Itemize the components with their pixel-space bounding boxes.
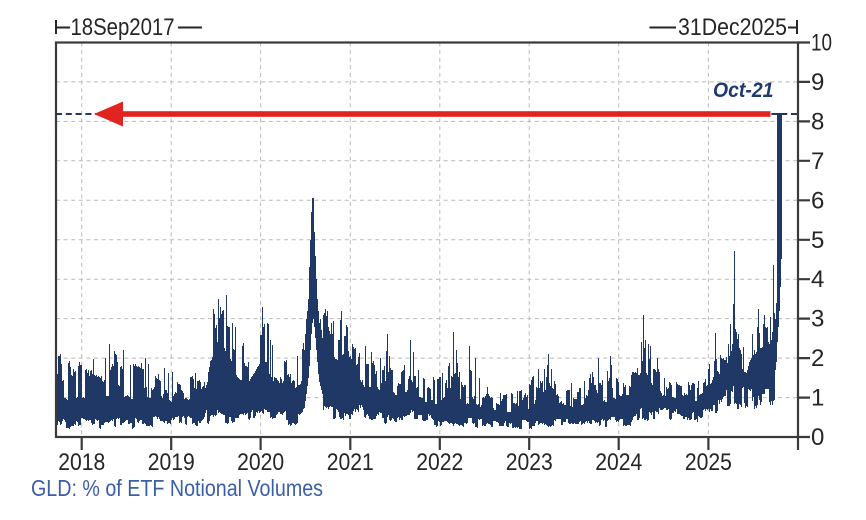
svg-text:7: 7	[811, 148, 824, 175]
svg-text:2018: 2018	[58, 449, 105, 476]
svg-text:5: 5	[811, 227, 824, 254]
svg-text:9: 9	[811, 69, 824, 96]
svg-text:18Sep2017: 18Sep2017	[71, 14, 175, 41]
svg-text:2: 2	[811, 345, 824, 372]
svg-text:2021: 2021	[327, 449, 374, 476]
svg-text:Oct-21: Oct-21	[713, 78, 774, 102]
svg-text:2019: 2019	[148, 449, 195, 476]
svg-text:3: 3	[811, 306, 824, 333]
svg-text:8: 8	[811, 108, 824, 135]
svg-text:31Dec2025: 31Dec2025	[678, 14, 787, 41]
svg-text:4: 4	[811, 266, 824, 293]
svg-text:0: 0	[811, 424, 824, 451]
svg-text:6: 6	[811, 187, 824, 214]
svg-text:2025: 2025	[685, 449, 732, 476]
svg-text:GLD: % of ETF Notional Volumes: GLD: % of ETF Notional Volumes	[31, 475, 323, 501]
svg-text:2024: 2024	[595, 449, 642, 476]
svg-text:2023: 2023	[506, 449, 553, 476]
svg-text:10: 10	[811, 30, 832, 57]
svg-text:2022: 2022	[416, 449, 463, 476]
svg-text:2020: 2020	[237, 449, 284, 476]
svg-text:1: 1	[811, 385, 824, 412]
